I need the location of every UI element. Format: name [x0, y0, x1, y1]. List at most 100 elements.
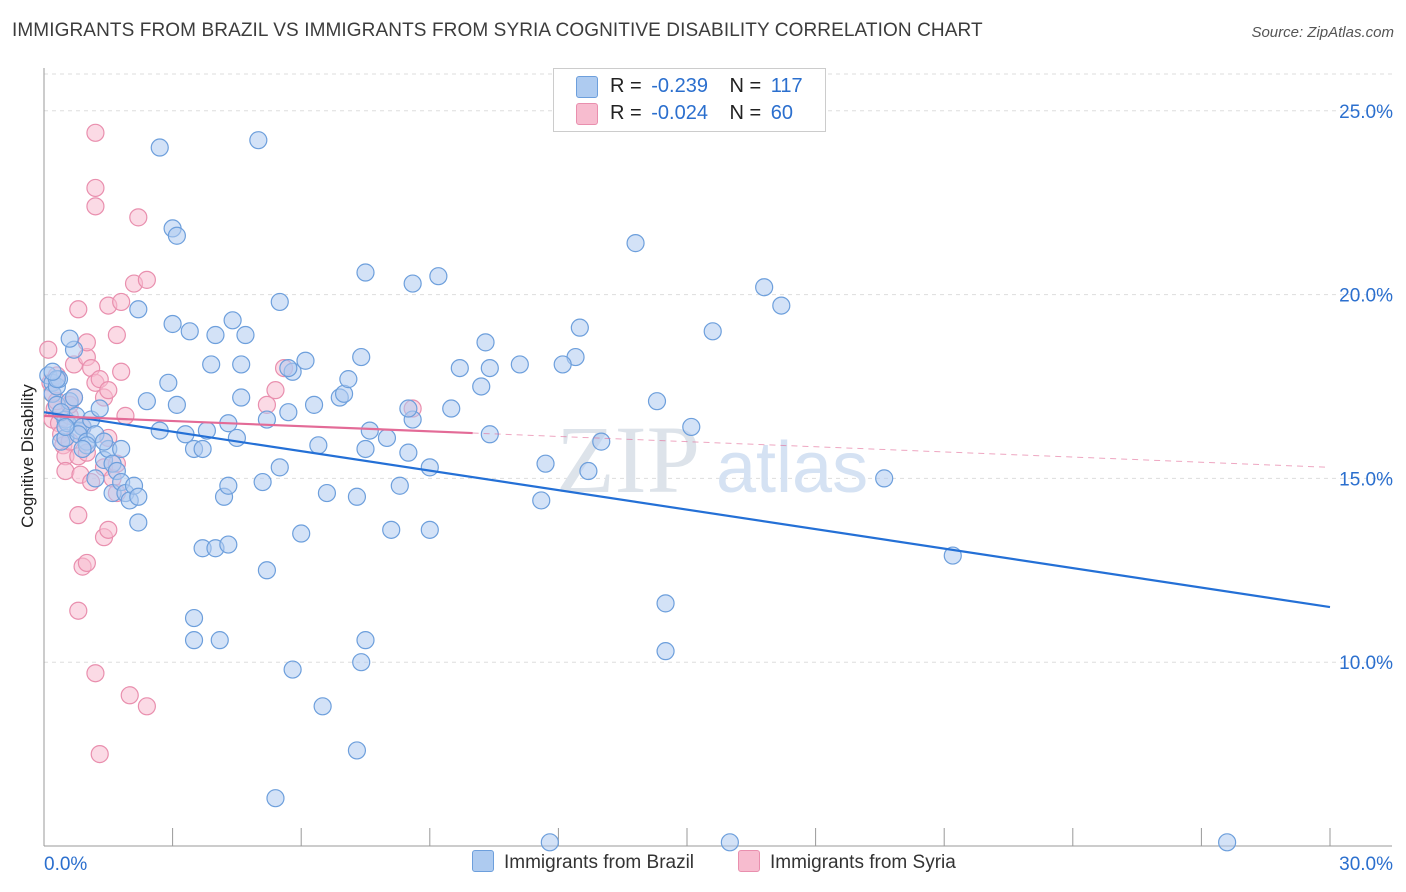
brazil-point — [232, 355, 251, 374]
stats-legend: R = -0.239 N = 117 R = -0.024 N = 60 — [553, 68, 826, 132]
brazil-point — [279, 403, 298, 422]
brazil-swatch — [472, 850, 494, 872]
brazil-point — [202, 355, 221, 374]
syria-point — [107, 325, 126, 345]
syria-point — [129, 208, 148, 227]
brazil-point — [257, 561, 277, 580]
brazil-trend-line — [43, 411, 1331, 609]
bottom-legend-brazil-label: Immigrants from Brazil — [504, 852, 695, 874]
brazil-point — [184, 608, 204, 628]
legend-r-value-brazil: -0.239 — [651, 75, 708, 97]
syria-point — [116, 406, 135, 425]
brazil-point — [270, 458, 289, 477]
brazil-point — [656, 642, 675, 661]
brazil-point — [540, 833, 559, 852]
brazil-point — [553, 355, 572, 374]
brazil-point — [875, 469, 894, 488]
brazil-point — [472, 377, 491, 396]
brazil-point — [270, 292, 289, 312]
brazil-point — [429, 267, 448, 286]
brazil-point — [64, 388, 84, 407]
brazil-point — [626, 234, 645, 253]
brazil-point — [450, 358, 469, 378]
brazil-point — [536, 454, 555, 473]
y-tick-label: 20.0% — [1339, 286, 1393, 307]
brazil-point — [279, 358, 298, 378]
brazil-point — [227, 428, 246, 448]
brazil-point — [304, 395, 324, 414]
brazil-point — [167, 395, 186, 414]
brazil-point — [137, 392, 156, 411]
brazil-point — [296, 351, 315, 370]
syria-swatch — [576, 102, 598, 125]
syria-point — [77, 553, 96, 573]
syria-point — [56, 461, 75, 481]
syria-point — [112, 362, 131, 381]
syria-trend-line-dashed — [472, 432, 1331, 468]
brazil-point — [283, 660, 302, 679]
syria-point — [39, 340, 58, 359]
brazil-point — [56, 417, 75, 437]
syria-swatch — [738, 850, 760, 872]
legend-n-label: N = — [729, 102, 762, 124]
brazil-point — [253, 472, 272, 492]
brazil-point — [193, 439, 212, 459]
brazil-point — [90, 399, 109, 418]
x-tick-label: 0.0% — [44, 854, 87, 875]
brazil-point — [60, 329, 79, 348]
syria-point — [86, 178, 105, 198]
bottom-legend-brazil: Immigrants from Brazil — [472, 850, 695, 874]
brazil-point — [249, 131, 268, 150]
brazil-point — [377, 428, 397, 448]
brazil-point — [112, 439, 131, 459]
syria-point — [86, 123, 105, 142]
brazil-point — [352, 653, 371, 672]
brazil-point — [772, 296, 791, 315]
brazil-point — [356, 631, 375, 650]
syria-trend-line — [43, 414, 473, 435]
watermark-atlas: atlas — [716, 428, 868, 508]
brazil-point — [420, 458, 439, 477]
syria-point — [99, 381, 118, 400]
brazil-point — [206, 325, 225, 345]
legend-r-label: R = — [610, 75, 642, 97]
syria-point — [112, 292, 131, 312]
legend-n-value-syria: 60 — [770, 102, 794, 124]
brazil-point — [163, 314, 182, 334]
brazil-point — [129, 487, 148, 506]
brazil-point — [510, 355, 529, 374]
syria-point — [69, 506, 88, 525]
brazil-point — [476, 333, 495, 352]
brazil-point — [360, 421, 379, 440]
brazil-point — [403, 274, 422, 293]
brazil-point — [150, 138, 169, 157]
trend-lines — [43, 411, 1331, 609]
brazil-point — [94, 432, 114, 451]
brazil-point — [390, 476, 409, 495]
brazil-point — [399, 399, 418, 418]
brazil-point — [347, 741, 367, 760]
watermark-zip: ZIP — [556, 406, 700, 513]
brazil-point — [232, 388, 251, 407]
brazil-point — [73, 439, 92, 459]
brazil-point — [339, 370, 358, 389]
legend-row-syria: R = -0.024 N = 60 — [576, 102, 793, 126]
syria-points — [39, 123, 422, 764]
brazil-point — [356, 263, 375, 282]
brazil-point — [219, 535, 238, 554]
brazil-point — [703, 322, 722, 341]
legend-row-brazil: R = -0.239 N = 117 — [576, 75, 803, 99]
brazil-point — [399, 443, 418, 462]
brazil-point — [236, 325, 255, 345]
syria-point — [266, 381, 285, 400]
brazil-point — [480, 358, 499, 378]
brazil-point — [579, 461, 598, 481]
tick-labels: 10.0% 15.0% 20.0% 25.0% 0.0% 30.0% — [44, 102, 1393, 875]
brazil-points — [39, 131, 1237, 852]
legend-r-value-syria: -0.024 — [651, 102, 708, 124]
legend-n-value-brazil: 117 — [770, 75, 803, 97]
legend-r-label: R = — [610, 102, 642, 124]
brazil-swatch — [576, 75, 598, 98]
brazil-point — [266, 789, 285, 808]
syria-point — [69, 300, 88, 319]
